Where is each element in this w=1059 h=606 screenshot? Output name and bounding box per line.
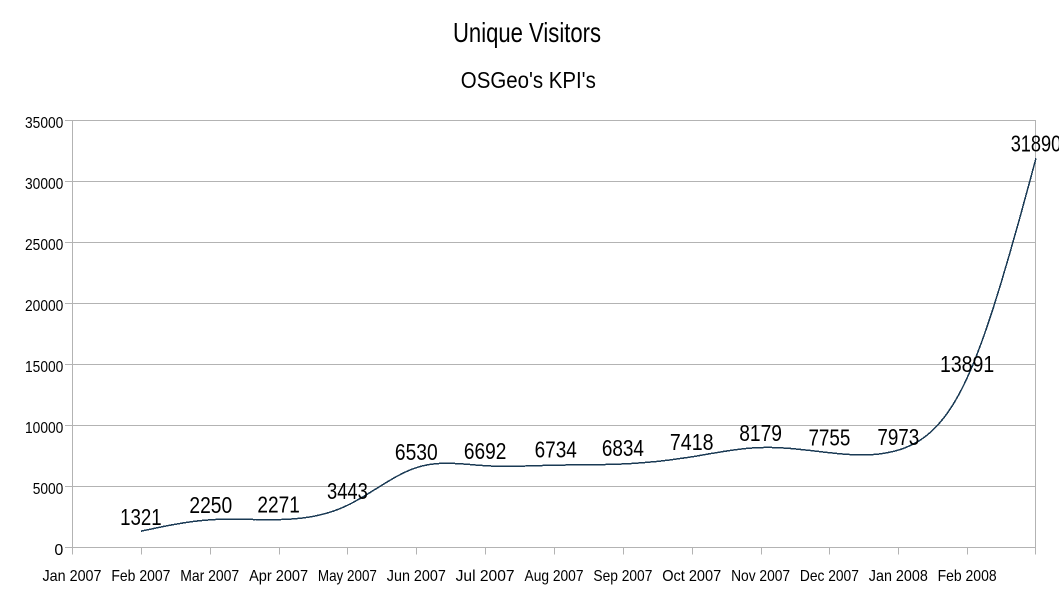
svg-text:2271: 2271: [257, 492, 299, 518]
svg-text:6834: 6834: [602, 435, 644, 461]
svg-text:Apr 2007: Apr 2007: [249, 568, 308, 585]
svg-text:Jul 2007: Jul 2007: [456, 568, 515, 585]
svg-text:Jan 2008: Jan 2008: [869, 568, 928, 585]
svg-text:Feb 2007: Feb 2007: [111, 568, 170, 585]
svg-text:8179: 8179: [739, 420, 782, 446]
svg-text:0: 0: [54, 542, 63, 559]
svg-text:Aug 2007: Aug 2007: [525, 568, 584, 585]
svg-text:Jan 2007: Jan 2007: [43, 568, 102, 585]
svg-text:2250: 2250: [189, 492, 232, 518]
svg-text:25000: 25000: [25, 237, 63, 254]
svg-text:Nov 2007: Nov 2007: [731, 568, 790, 585]
svg-text:6734: 6734: [535, 437, 577, 463]
svg-text:7973: 7973: [877, 424, 919, 450]
svg-text:6692: 6692: [464, 438, 507, 464]
svg-text:OSGeo's KPI's: OSGeo's KPI's: [461, 67, 596, 93]
svg-text:Feb 2008: Feb 2008: [938, 568, 997, 585]
svg-text:Mar 2007: Mar 2007: [180, 568, 239, 585]
svg-text:35000: 35000: [25, 115, 63, 132]
svg-text:10000: 10000: [25, 420, 63, 437]
svg-text:May 2007: May 2007: [318, 568, 377, 585]
svg-text:Unique Visitors: Unique Visitors: [453, 17, 601, 48]
svg-text:13891: 13891: [940, 351, 994, 377]
svg-text:31890: 31890: [1011, 130, 1059, 156]
svg-text:Sep 2007: Sep 2007: [593, 568, 652, 585]
svg-text:6530: 6530: [395, 439, 438, 465]
svg-text:Jun 2007: Jun 2007: [387, 568, 446, 585]
svg-text:7755: 7755: [808, 425, 850, 451]
svg-text:30000: 30000: [25, 176, 63, 193]
svg-text:Oct 2007: Oct 2007: [662, 568, 721, 585]
svg-text:20000: 20000: [25, 298, 63, 315]
svg-text:Dec 2007: Dec 2007: [800, 568, 859, 585]
svg-text:15000: 15000: [25, 359, 63, 376]
svg-text:5000: 5000: [33, 481, 64, 498]
svg-text:1321: 1321: [120, 504, 162, 530]
svg-text:3443: 3443: [327, 478, 368, 504]
svg-text:7418: 7418: [670, 429, 714, 455]
